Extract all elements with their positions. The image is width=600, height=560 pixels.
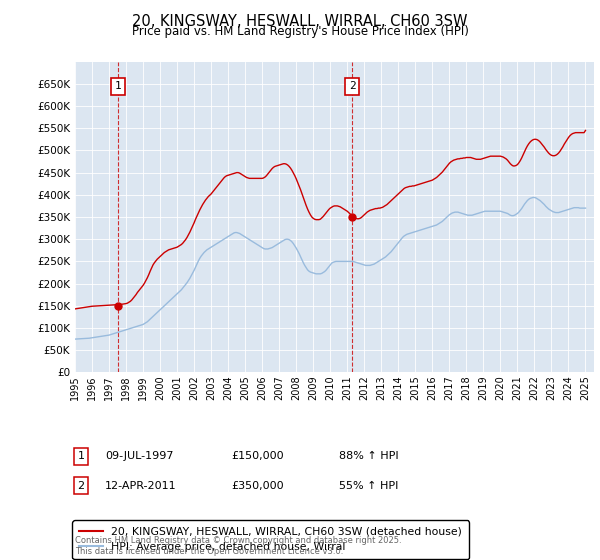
Text: 88% ↑ HPI: 88% ↑ HPI — [339, 451, 398, 461]
Text: 09-JUL-1997: 09-JUL-1997 — [105, 451, 173, 461]
Text: Price paid vs. HM Land Registry's House Price Index (HPI): Price paid vs. HM Land Registry's House … — [131, 25, 469, 38]
Legend: 20, KINGSWAY, HESWALL, WIRRAL, CH60 3SW (detached house), HPI: Average price, de: 20, KINGSWAY, HESWALL, WIRRAL, CH60 3SW … — [73, 520, 469, 559]
Text: Contains HM Land Registry data © Crown copyright and database right 2025.
This d: Contains HM Land Registry data © Crown c… — [75, 536, 401, 556]
Text: 12-APR-2011: 12-APR-2011 — [105, 480, 176, 491]
Text: 20, KINGSWAY, HESWALL, WIRRAL, CH60 3SW: 20, KINGSWAY, HESWALL, WIRRAL, CH60 3SW — [132, 14, 468, 29]
Text: 2: 2 — [77, 480, 85, 491]
Text: 2: 2 — [349, 81, 355, 91]
Text: 1: 1 — [115, 81, 121, 91]
Text: £150,000: £150,000 — [231, 451, 284, 461]
Text: 55% ↑ HPI: 55% ↑ HPI — [339, 480, 398, 491]
Text: 1: 1 — [77, 451, 85, 461]
Text: £350,000: £350,000 — [231, 480, 284, 491]
